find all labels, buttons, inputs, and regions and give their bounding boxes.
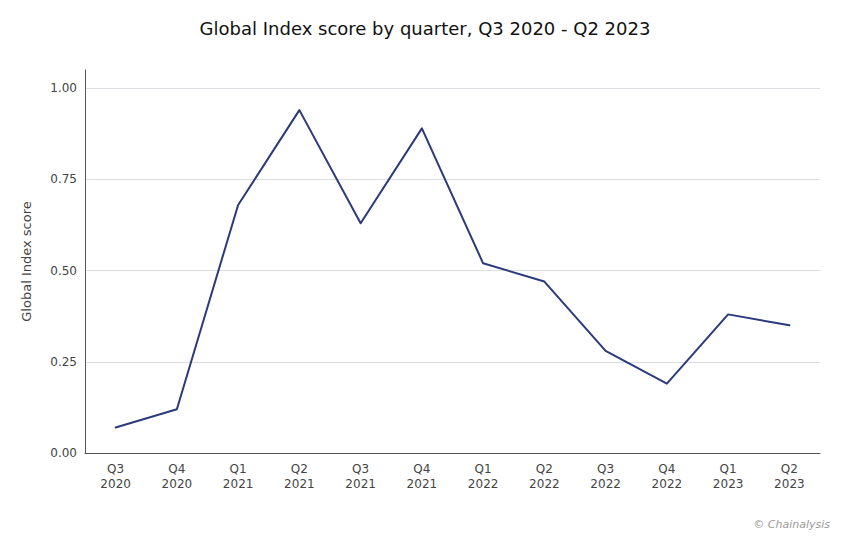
svg-text:1.00: 1.00 xyxy=(50,81,77,95)
svg-text:2022: 2022 xyxy=(590,477,621,491)
svg-text:2021: 2021 xyxy=(284,477,315,491)
svg-text:Q4: Q4 xyxy=(658,462,675,476)
svg-text:Q1: Q1 xyxy=(475,462,492,476)
svg-text:Q3: Q3 xyxy=(352,462,369,476)
svg-text:0.50: 0.50 xyxy=(50,264,77,278)
svg-text:2022: 2022 xyxy=(652,477,683,491)
svg-text:Q2: Q2 xyxy=(536,462,553,476)
svg-text:2021: 2021 xyxy=(407,477,438,491)
svg-text:Q3: Q3 xyxy=(107,462,124,476)
svg-text:Q1: Q1 xyxy=(720,462,737,476)
svg-text:Q1: Q1 xyxy=(230,462,247,476)
svg-text:Q4: Q4 xyxy=(413,462,430,476)
svg-text:2023: 2023 xyxy=(774,477,805,491)
svg-text:Q4: Q4 xyxy=(168,462,185,476)
svg-text:2022: 2022 xyxy=(468,477,499,491)
svg-text:2022: 2022 xyxy=(529,477,560,491)
svg-text:Q2: Q2 xyxy=(781,462,798,476)
svg-text:Q2: Q2 xyxy=(291,462,308,476)
svg-text:2020: 2020 xyxy=(162,477,193,491)
svg-text:2021: 2021 xyxy=(223,477,254,491)
svg-text:Q3: Q3 xyxy=(597,462,614,476)
svg-text:2021: 2021 xyxy=(345,477,376,491)
svg-text:2020: 2020 xyxy=(100,477,131,491)
svg-text:0.75: 0.75 xyxy=(50,172,77,186)
svg-text:0.00: 0.00 xyxy=(50,446,77,460)
svg-text:Global Index score by quarter,: Global Index score by quarter, Q3 2020 -… xyxy=(200,18,651,39)
svg-text:Global Index score: Global Index score xyxy=(19,201,34,321)
svg-text:0.25: 0.25 xyxy=(50,355,77,369)
svg-text:2023: 2023 xyxy=(713,477,744,491)
svg-text:© Chainalysis: © Chainalysis xyxy=(753,518,830,531)
